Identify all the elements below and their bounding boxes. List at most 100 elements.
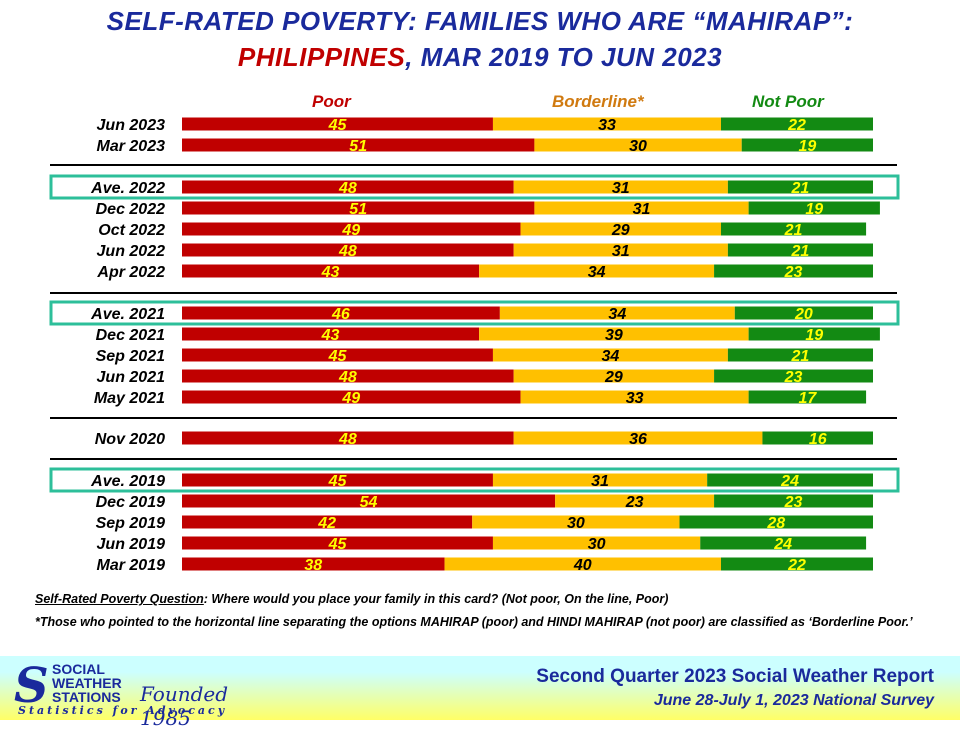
bar-borderline: [513, 180, 728, 194]
bar-label-notpoor: 17: [798, 390, 817, 407]
bar-label-poor: 45: [328, 536, 348, 553]
bar-notpoor: [714, 369, 873, 383]
bar-label-poor: 45: [328, 348, 348, 365]
bar-poor: [182, 431, 514, 445]
logo-line2: WEATHER: [52, 675, 122, 691]
bar-label-poor: 43: [321, 264, 340, 281]
title-date-range: , MAR 2019 TO JUN 2023: [405, 42, 723, 72]
bar-poor: [182, 327, 480, 341]
row-label: Dec 2019: [96, 494, 165, 511]
bar-label-notpoor: 22: [787, 117, 806, 134]
bar-borderline: [520, 222, 721, 236]
bar-label-borderline: 36: [629, 431, 647, 448]
chart-title-line1: SELF-RATED POVERTY: FAMILIES WHO ARE “MA…: [106, 6, 854, 36]
row-label: Ave. 2019: [90, 473, 165, 490]
bar-notpoor: [720, 222, 867, 236]
bar-notpoor: [762, 431, 873, 445]
bar-label-notpoor: 24: [773, 536, 792, 553]
bar-label-borderline: 34: [602, 348, 620, 365]
bar-notpoor: [727, 348, 873, 362]
bar-label-poor: 48: [338, 369, 357, 386]
bar-label-borderline: 31: [633, 201, 651, 218]
bar-label-borderline: 31: [612, 180, 630, 197]
bar-label-notpoor: 23: [784, 369, 803, 386]
bar-label-notpoor: 20: [794, 306, 813, 323]
bar-notpoor: [727, 180, 873, 194]
bar-label-notpoor: 22: [787, 557, 806, 574]
row-label: Mar 2019: [97, 557, 166, 574]
bar-notpoor: [734, 306, 873, 320]
bar-label-borderline: 30: [588, 536, 606, 553]
bar-label-notpoor: 21: [791, 243, 810, 260]
row-label: Oct 2022: [98, 222, 165, 239]
bar-borderline: [534, 138, 742, 152]
bar-borderline: [534, 201, 749, 215]
stacked-bar-chart: 45 33 22 Jun 2023 51 30 19 Mar 2023 48 31 21 Ave. 2…: [49, 117, 900, 574]
bar-label-notpoor: 28: [766, 515, 785, 532]
bar-label-poor: 49: [341, 390, 360, 407]
bar-borderline: [479, 264, 715, 278]
bar-label-poor: 45: [328, 473, 348, 490]
bar-label-poor: 51: [349, 201, 367, 218]
bar-notpoor: [748, 201, 880, 215]
bar-notpoor: [741, 138, 873, 152]
logo-tagline: Statistics for Advocacy: [18, 704, 228, 717]
bar-label-poor: 51: [349, 138, 367, 155]
bar-notpoor: [720, 117, 873, 131]
bar-borderline: [444, 557, 721, 571]
bar-label-poor: 49: [341, 222, 360, 239]
bar-label-borderline: 34: [608, 306, 626, 323]
row-label: Sep 2021: [96, 348, 165, 365]
bar-poor: [182, 201, 535, 215]
bar-poor: [182, 264, 480, 278]
row-label: Ave. 2022: [90, 180, 165, 197]
bar-label-borderline: 30: [567, 515, 585, 532]
bar-notpoor: [714, 264, 873, 278]
bar-label-poor: 45: [328, 117, 348, 134]
bar-poor: [182, 306, 500, 320]
bar-notpoor: [727, 243, 873, 257]
bar-poor: [182, 222, 521, 236]
bar-notpoor: [700, 536, 867, 550]
average-highlight-box: [49, 300, 900, 326]
question-text: : Where would you place your family in t…: [203, 592, 669, 606]
bar-label-poor: 46: [331, 306, 350, 323]
row-label: May 2021: [94, 390, 165, 407]
bar-label-poor: 38: [304, 557, 322, 574]
logo-line1: SOCIAL: [52, 661, 105, 677]
bar-borderline: [492, 348, 728, 362]
bar-label-notpoor: 19: [805, 327, 823, 344]
bar-borderline: [513, 243, 728, 257]
bar-poor: [182, 536, 493, 550]
logo-name: SOCIAL WEATHER STATIONS: [52, 662, 122, 704]
sws-swirl-icon: S: [14, 658, 49, 714]
bar-label-borderline: 31: [591, 473, 609, 490]
borderline-note: *Those who pointed to the horizontal lin…: [35, 615, 913, 629]
chart-title-line2: PHILIPPINES, MAR 2019 TO JUN 2023: [0, 42, 960, 73]
bar-borderline: [492, 473, 708, 487]
bar-label-borderline: 30: [629, 138, 647, 155]
bar-poor: [182, 138, 535, 152]
row-label: Nov 2020: [95, 431, 165, 448]
bar-poor: [182, 515, 473, 529]
bar-label-poor: 48: [338, 243, 357, 260]
row-label: Mar 2023: [97, 138, 166, 155]
bar-poor: [182, 369, 514, 383]
bar-label-borderline: 40: [573, 557, 592, 574]
survey-dates: June 28-July 1, 2023 National Survey: [653, 692, 934, 709]
legend-poor: Poor: [312, 92, 351, 111]
row-label: Ave. 2021: [90, 306, 165, 323]
row-label: Apr 2022: [96, 264, 165, 281]
bar-label-borderline: 33: [626, 390, 644, 407]
logo-line3: STATIONS: [52, 689, 121, 705]
average-highlight-box: [49, 174, 900, 200]
row-label: Dec 2021: [96, 327, 165, 344]
question-note: Self-Rated Poverty Question: Where would…: [35, 592, 935, 606]
bar-label-borderline: 23: [625, 494, 644, 511]
bar-label-notpoor: 21: [791, 348, 810, 365]
sws-logo: S SOCIAL WEATHER STATIONS Founded 1985 S…: [8, 658, 258, 730]
bar-poor: [182, 557, 445, 571]
bar-borderline: [472, 515, 680, 529]
bar-label-notpoor: 21: [791, 180, 810, 197]
bar-label-poor: 42: [317, 515, 336, 532]
